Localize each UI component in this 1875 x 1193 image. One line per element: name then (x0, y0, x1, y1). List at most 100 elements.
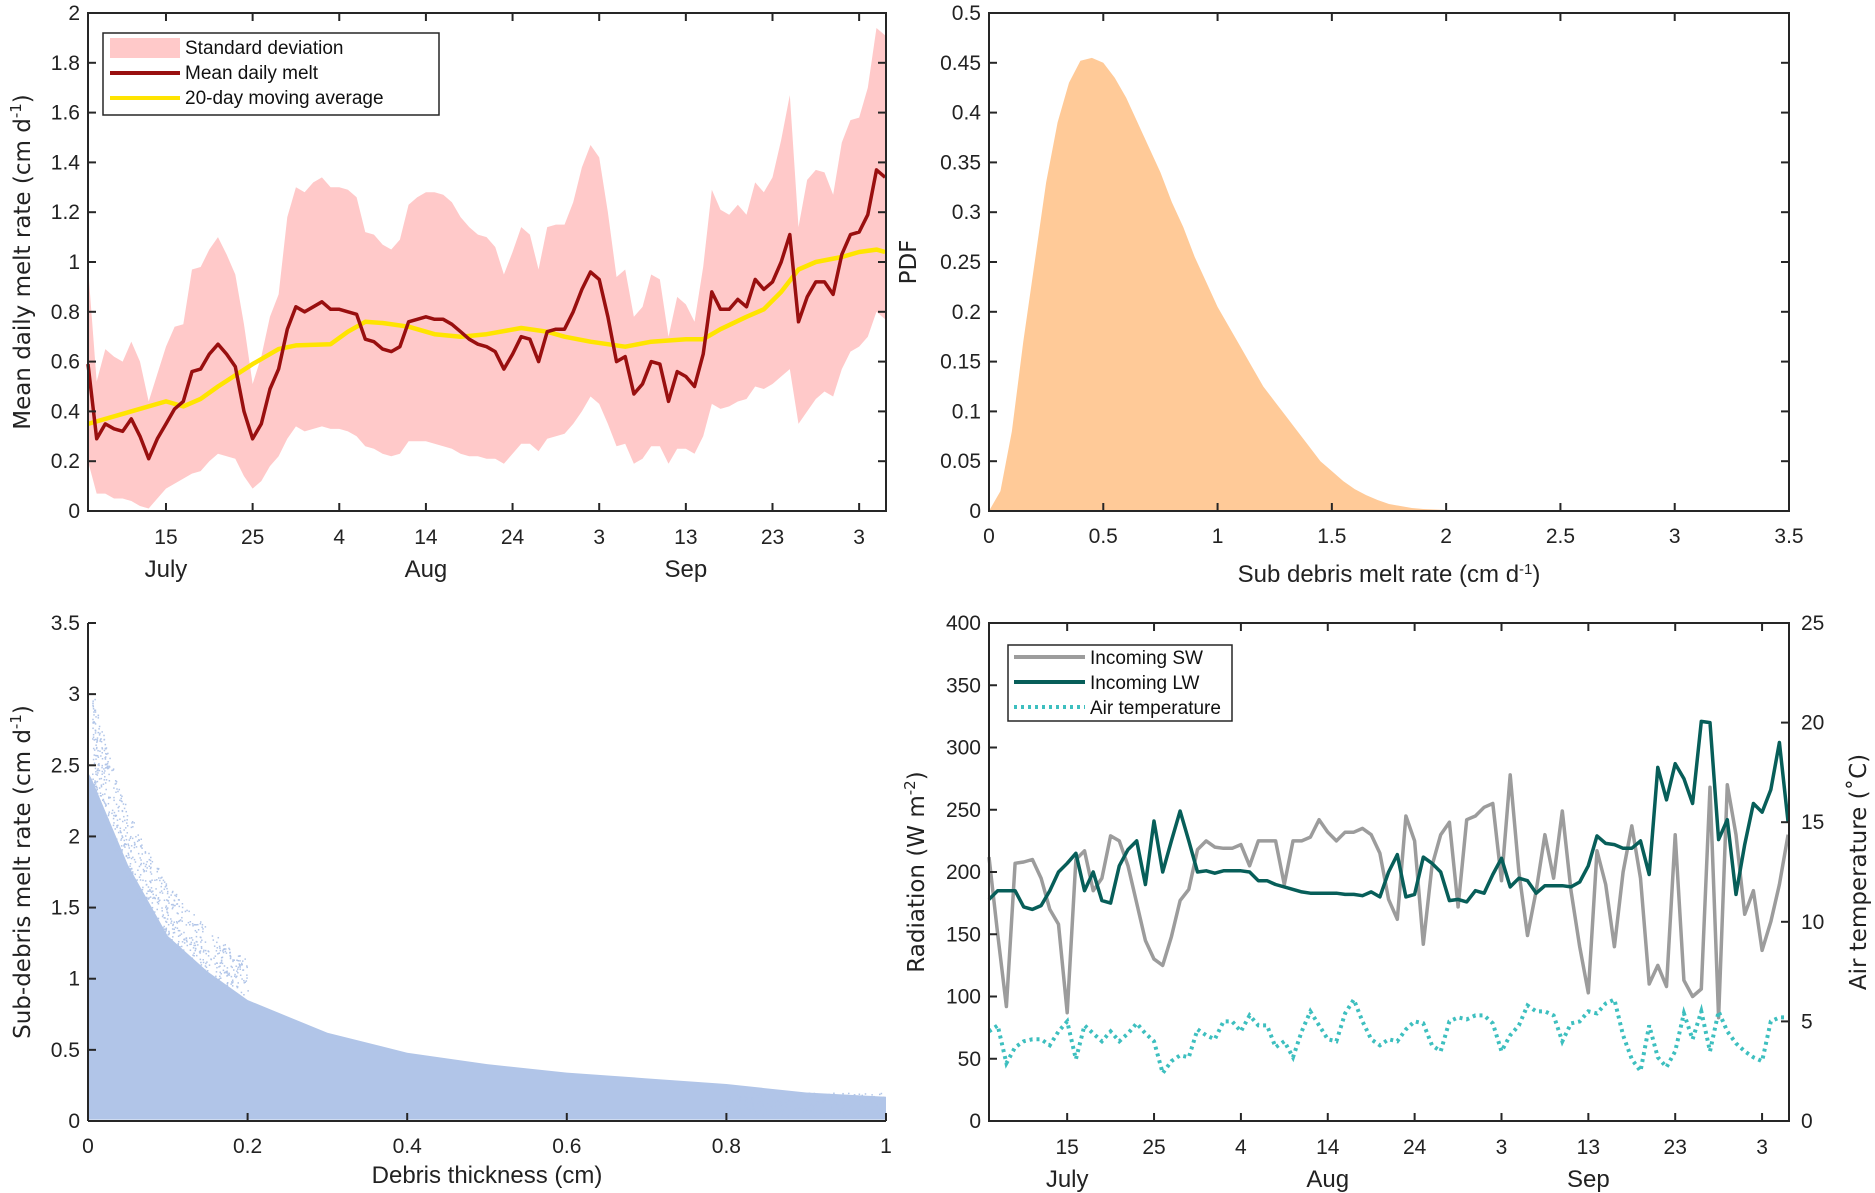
scatter-point (823, 1112, 825, 1114)
scatter-point (827, 1097, 830, 1099)
scatter-point (165, 928, 167, 931)
scatter-point (139, 898, 142, 901)
scatter-point (111, 809, 114, 812)
scatter-point (778, 1110, 781, 1113)
scatter-point (202, 951, 205, 953)
scatter-point (200, 941, 202, 943)
x-tick-label: 23 (1664, 1136, 1687, 1159)
scatter-point (109, 829, 112, 831)
scatter-point (113, 799, 115, 802)
y2-tick-label: 10 (1801, 911, 1824, 934)
scatter-point (124, 803, 127, 806)
scatter-point (179, 948, 182, 950)
scatter-point (125, 843, 128, 846)
scatter-point (202, 928, 204, 930)
scatter-point (200, 936, 202, 939)
scatter-point (150, 873, 153, 875)
scatter-point (154, 897, 156, 899)
scatter-point (117, 810, 120, 812)
scatter-point (748, 1114, 750, 1116)
scatter-point (135, 846, 138, 848)
scatter-point (206, 961, 208, 963)
scatter-point (102, 798, 105, 801)
scatter-point (103, 800, 105, 803)
y2-axis-label: Air temperature (˚C) (1845, 754, 1872, 990)
scatter-point (192, 947, 195, 949)
scatter-point (96, 746, 98, 749)
scatter-point (129, 869, 132, 872)
scatter-point (226, 982, 229, 984)
scatter-point (858, 1114, 861, 1116)
scatter-point (859, 1105, 862, 1107)
scatter-point (142, 886, 144, 889)
scatter-point (828, 1093, 830, 1096)
scatter-point (813, 1108, 816, 1111)
scatter-point (215, 950, 218, 952)
scatter-point (92, 778, 94, 781)
scatter-point (150, 891, 153, 893)
scatter-point (879, 1113, 881, 1115)
scatter-point (813, 1092, 816, 1095)
scatter-point (147, 886, 150, 888)
scatter-point (133, 844, 136, 846)
scatter-point (185, 937, 188, 939)
scatter-point (145, 870, 148, 872)
scatter-point (107, 767, 109, 770)
scatter-point (184, 910, 187, 913)
legend: Incoming SW Incoming LW Air temperature (1007, 644, 1233, 722)
scatter-point (146, 903, 148, 905)
scatter-point (208, 964, 211, 966)
scatter-point (165, 920, 167, 923)
scatter-point (177, 929, 180, 932)
scatter-point (771, 1110, 773, 1112)
scatter-point (179, 919, 182, 921)
scatter-point (131, 887, 134, 889)
scatter-point (136, 840, 139, 843)
legend-label: Standard deviation (185, 38, 343, 59)
scatter-point (846, 1103, 849, 1106)
label-text: Sub debris melt rate (cm d (1238, 561, 1519, 588)
scatter-point (94, 738, 97, 741)
scatter-point (187, 921, 190, 924)
x-tick-label: 13 (674, 526, 697, 549)
scatter-point (224, 971, 226, 974)
scatter-point (207, 950, 209, 952)
scatter-point (103, 811, 105, 814)
scatter-point (857, 1112, 859, 1114)
scatter-point (237, 966, 240, 969)
scatter-point (842, 1112, 845, 1115)
scatter-point (103, 802, 106, 804)
scatter-point (101, 766, 103, 769)
scatter-point (190, 941, 193, 944)
scatter-point (798, 1093, 800, 1096)
scatter-point (92, 738, 94, 740)
scatter-point (848, 1092, 850, 1095)
legend-label: Incoming SW (1090, 648, 1203, 669)
scatter-point (97, 731, 100, 734)
label-text: Sub-debris melt rate (cm d (10, 729, 36, 1039)
scatter-point (840, 1095, 842, 1098)
scatter-point (97, 717, 100, 719)
scatter-point (96, 780, 99, 783)
scatter-point (799, 1102, 801, 1105)
x-tick-label: 0.8 (712, 1135, 741, 1158)
scatter-point (109, 757, 111, 760)
scatter-point (131, 837, 134, 840)
scatter-point (767, 1094, 770, 1096)
scatter-point (161, 907, 163, 909)
scatter-point (236, 975, 238, 978)
scatter-point (884, 1114, 886, 1116)
scatter-point (94, 754, 97, 757)
scatter-point (726, 1113, 729, 1116)
scatter-point (210, 958, 213, 961)
scatter-point (852, 1098, 854, 1101)
scatter-point (144, 865, 147, 868)
scatter-point (843, 1105, 846, 1107)
scatter-point (842, 1107, 844, 1110)
scatter-point (173, 928, 175, 931)
scatter-point (129, 868, 132, 870)
y-tick-label: 0.45 (940, 52, 981, 75)
scatter-point (93, 711, 95, 713)
scatter-point (868, 1100, 870, 1103)
scatter-point (238, 955, 241, 957)
